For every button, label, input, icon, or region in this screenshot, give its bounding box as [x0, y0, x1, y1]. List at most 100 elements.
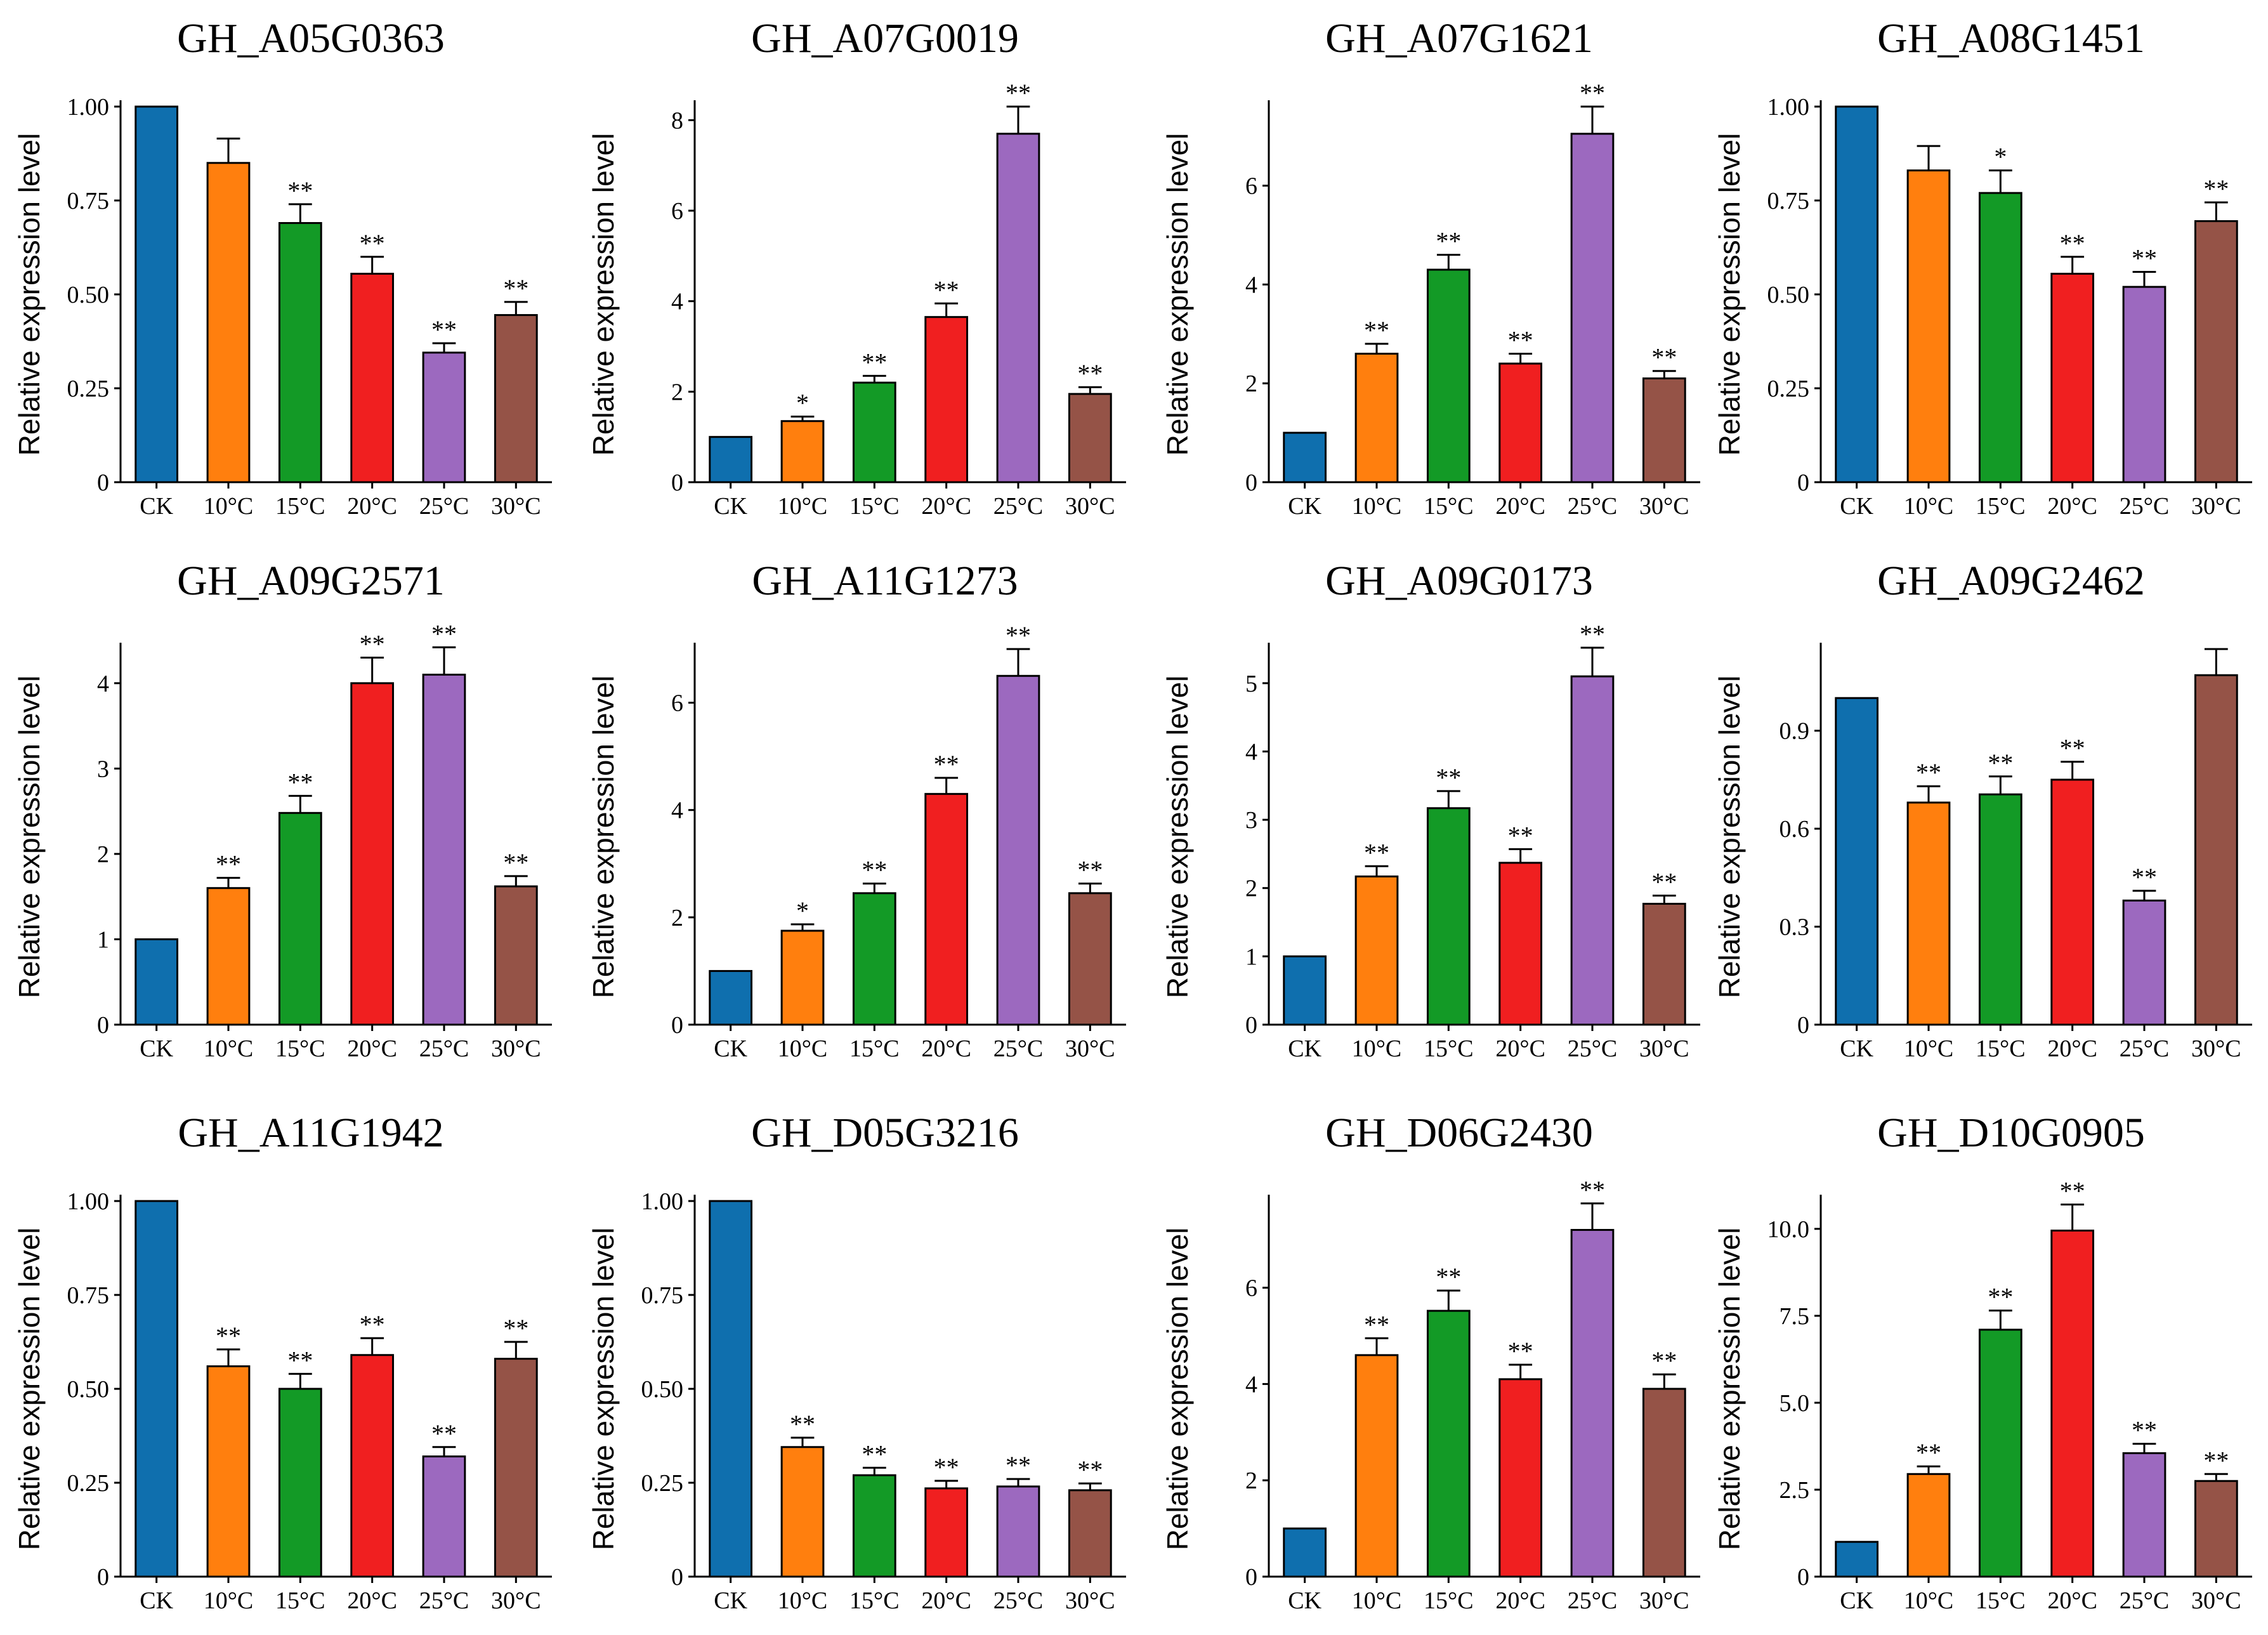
y-tick-label: 0 [1245, 1012, 1257, 1039]
y-tick-label: 5 [1245, 671, 1257, 697]
chart-title: GH_A11G1942 [178, 1110, 443, 1156]
x-tick-label: CK [1840, 1587, 1873, 1614]
y-tick-label: 6 [1245, 173, 1257, 200]
bar [1570, 133, 1615, 483]
bar [2122, 286, 2166, 483]
significance-label: * [796, 896, 809, 925]
chart-panel: GH_A11G1273 Relative expression level 0 2 4 6… [574, 542, 1141, 1083]
x-tick-label: 15°C [849, 493, 900, 520]
bar [350, 272, 395, 483]
significance-label: ** [1436, 1263, 1461, 1291]
y-tick-label: 0.25 [67, 376, 110, 402]
x-tick-label: 20°C [1495, 1587, 1545, 1614]
y-tick-label: 1.00 [1767, 94, 1810, 121]
significance-label: ** [287, 176, 313, 205]
y-axis-label: Relative expression level [587, 133, 620, 456]
bar [709, 1200, 753, 1578]
x-tick-label: 10°C [778, 1035, 828, 1062]
x-tick-label: 10°C [1352, 1035, 1402, 1062]
y-tick-label: 0 [1245, 469, 1257, 496]
bar [134, 938, 179, 1026]
x-tick-label: 30°C [2191, 1587, 2241, 1614]
bar [422, 673, 466, 1026]
chart-panel: GH_A09G2462 Relative expression level 0 0.3… [1700, 542, 2267, 1083]
bar [278, 1388, 322, 1578]
bar [1498, 862, 1543, 1026]
y-tick-label: 0.50 [1767, 282, 1810, 308]
x-tick-label: 10°C [1904, 1587, 1954, 1614]
x-tick-label: 20°C [2047, 1035, 2097, 1062]
y-tick-label: 8 [671, 107, 683, 134]
bar [1906, 169, 1951, 483]
x-tick-label: 25°C [2120, 1035, 2170, 1062]
chart-panel: GH_A08G1451 Relative expression level 0 0.2… [1700, 0, 2267, 541]
y-tick-label: 0 [1797, 1012, 1809, 1039]
y-tick-label: 1 [1245, 943, 1257, 970]
chart-svg: GH_A09G0173 Relative expression level 0 1 2 3… [1161, 558, 1700, 1062]
bar [780, 1446, 825, 1578]
x-tick-label: 25°C [2120, 1587, 2170, 1614]
significance-label: ** [934, 750, 959, 778]
x-tick-label: 20°C [2047, 1587, 2097, 1614]
x-tick-label: 25°C [993, 493, 1044, 520]
x-tick-label: 10°C [778, 493, 828, 520]
significance-label: ** [1077, 856, 1103, 884]
x-tick-label: 20°C [921, 1587, 971, 1614]
chart-svg: GH_A11G1273 Relative expression level 0 2 4 6… [587, 558, 1126, 1062]
chart-panel: GH_A09G2571 Relative expression level 0 1 2 3… [0, 542, 567, 1083]
bar [422, 351, 466, 483]
bar [134, 105, 179, 483]
x-tick-label: 15°C [1976, 1587, 2026, 1614]
y-tick-label: 6 [671, 690, 683, 717]
chart-title: GH_A05G0363 [177, 15, 445, 62]
significance-label: ** [1580, 620, 1605, 648]
bar [1642, 902, 1686, 1026]
y-tick-label: 4 [1245, 739, 1257, 765]
significance-label: ** [1077, 359, 1103, 388]
x-tick-label: 25°C [1568, 1035, 1618, 1062]
x-tick-label: 30°C [491, 493, 541, 520]
significance-label: ** [1006, 79, 1031, 107]
significance-label: ** [503, 274, 528, 303]
bar [1426, 1310, 1471, 1578]
chart-title: GH_A09G2462 [1877, 558, 2145, 604]
significance-label: * [1994, 143, 2007, 171]
bar [2122, 1452, 2166, 1578]
y-tick-label: 0.25 [641, 1470, 684, 1497]
y-tick-label: 4 [1245, 272, 1257, 298]
y-tick-label: 4 [97, 671, 109, 697]
significance-label: ** [934, 1453, 959, 1481]
y-tick-label: 6 [671, 198, 683, 225]
bar [780, 420, 825, 483]
x-tick-label: 30°C [1065, 1587, 1115, 1614]
bar [278, 811, 322, 1026]
bar [1978, 793, 2022, 1026]
bar [1835, 1540, 1879, 1578]
bar [709, 969, 753, 1026]
y-tick-label: 1.00 [67, 1188, 110, 1215]
significance-label: ** [360, 629, 385, 658]
chart-title: GH_A08G1451 [1877, 15, 2145, 62]
bar [1498, 1378, 1543, 1578]
x-tick-label: 15°C [1424, 493, 1474, 520]
x-tick-label: 25°C [1568, 493, 1618, 520]
bar [1642, 377, 1686, 483]
bar [996, 1485, 1040, 1578]
significance-label: ** [360, 229, 385, 258]
x-tick-label: 15°C [1976, 493, 2026, 520]
y-tick-label: 2 [671, 905, 683, 931]
chart-svg: GH_A09G2462 Relative expression level 0 0.3… [1713, 558, 2252, 1062]
bar [350, 1354, 395, 1578]
significance-label: ** [1651, 343, 1677, 372]
y-tick-label: 0.9 [1780, 718, 1810, 745]
y-axis-label: Relative expression level [1713, 676, 1746, 999]
significance-label: ** [216, 1322, 241, 1350]
y-tick-label: 6 [1245, 1275, 1257, 1302]
y-axis-label: Relative expression level [1161, 1228, 1194, 1551]
significance-label: ** [2060, 229, 2085, 258]
chart-panel: GH_A07G1621 Relative expression level 0 2 4 6… [1148, 0, 1715, 541]
bar [924, 1487, 969, 1578]
bar [1354, 875, 1399, 1026]
significance-label: ** [1651, 868, 1677, 896]
significance-label: * [796, 389, 809, 417]
